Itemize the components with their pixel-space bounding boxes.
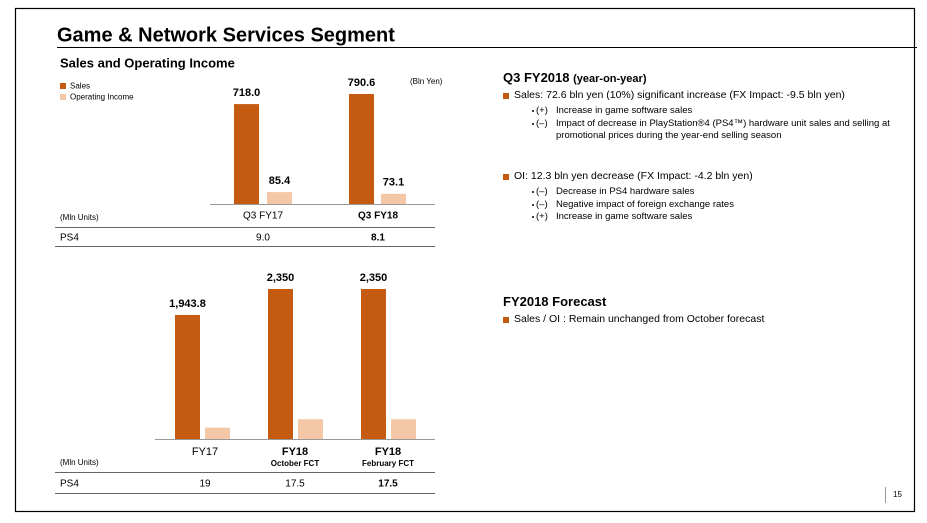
bar	[361, 289, 386, 439]
sub-item: (–) Decrease in PS4 hardware sales	[532, 186, 891, 199]
value-label: 73.1	[383, 177, 404, 189]
category-label: Q3 FY18	[358, 211, 398, 222]
bar	[234, 104, 259, 204]
bar	[205, 427, 230, 439]
sub-item: (+) Increase in game software sales	[532, 211, 891, 224]
bar	[349, 94, 374, 204]
bullet: Sales: 72.6 bln yen (10%) significant in…	[503, 89, 914, 143]
sub-item: (–) Impact of decrease in PlayStation®4 (…	[532, 117, 891, 143]
bar	[298, 419, 323, 439]
sub-item-sign: (+)	[536, 105, 548, 116]
sub-item-text: Increase in game software sales	[556, 211, 693, 222]
bar	[268, 289, 293, 439]
q3-heading-text: Q3 FY2018	[503, 70, 570, 85]
legend-swatch	[60, 94, 66, 100]
bar	[267, 192, 292, 204]
section-title: Sales and Operating Income	[60, 55, 235, 70]
value-label: 2,350	[360, 272, 388, 284]
sub-item-dot	[532, 203, 534, 206]
value-label: 2,350	[267, 272, 295, 284]
sub-item: (+) Increase in game software sales	[532, 105, 891, 118]
legend-label: Operating Income	[70, 93, 134, 102]
page-number: 15	[893, 490, 902, 499]
frame	[14, 7, 916, 513]
bar	[391, 419, 416, 439]
sub-item: (–) Negative impact of foreign exchange r…	[532, 198, 891, 212]
table-row-label: PS4	[60, 479, 79, 490]
sub-item-sign: (–)	[536, 198, 548, 210]
sub-item-text: Increase in game software sales	[556, 105, 693, 116]
table-unit: (Mln Units)	[60, 213, 99, 222]
sub-item-dot	[532, 216, 534, 218]
slide-title: Game & Network Services Segment	[57, 24, 395, 46]
category-label: FY18	[375, 446, 401, 458]
table-cell: 17.5	[285, 479, 305, 490]
sub-item-dot	[532, 122, 534, 125]
table-cell: 19	[199, 479, 211, 490]
value-label: 790.6	[348, 77, 376, 89]
value-label: 1,943.8	[169, 298, 206, 310]
sub-item-text: Decrease in PS4 hardware sales	[556, 186, 695, 197]
sub-item-sign: (–)	[536, 186, 548, 197]
category-label: FY17	[192, 446, 218, 458]
sub-item-sign: (–)	[536, 117, 548, 129]
q3-heading-note: (year-on-year)	[573, 73, 647, 85]
sub-item-text: Impact of decrease in PlayStation®4 (PS4…	[556, 117, 890, 142]
table-cell: 17.5	[378, 479, 398, 490]
sub-item-sign: (+)	[536, 211, 548, 222]
bullet-text: Sales: 72.6 bln yen (10%) significant in…	[514, 89, 845, 101]
category-label: FY18	[282, 446, 308, 458]
q3-heading: Q3 FY2018 (year-on-year)	[503, 70, 646, 85]
value-label: 718.0	[233, 87, 261, 99]
sub-item-dot	[532, 191, 534, 193]
category-label: Q3 FY17	[243, 211, 283, 222]
value-label: 85.4	[269, 175, 291, 187]
bar	[175, 314, 200, 439]
unit-label: (Bln Yen)	[410, 77, 443, 86]
table-unit: (Mln Units)	[60, 458, 99, 467]
legend-label: Sales	[70, 82, 90, 91]
forecast-heading: FY2018 Forecast	[503, 294, 607, 309]
table-row-label: PS4	[60, 233, 79, 244]
bullet: Sales / OI : Remain unchanged from Octob…	[503, 313, 914, 325]
table-cell: 8.1	[371, 233, 385, 244]
legend-swatch	[60, 83, 66, 89]
sub-item-dot	[532, 110, 534, 112]
sub-item-text: Negative impact of foreign exchange rate…	[556, 198, 734, 210]
category-note: October FCT	[271, 459, 320, 468]
bar	[381, 193, 406, 204]
bullet: OI: 12.3 bln yen decrease (FX Impact: -4…	[503, 170, 914, 224]
bullet-text: OI: 12.3 bln yen decrease (FX Impact: -4…	[514, 170, 753, 182]
category-note: February FCT	[362, 459, 414, 468]
table-cell: 9.0	[256, 233, 270, 244]
